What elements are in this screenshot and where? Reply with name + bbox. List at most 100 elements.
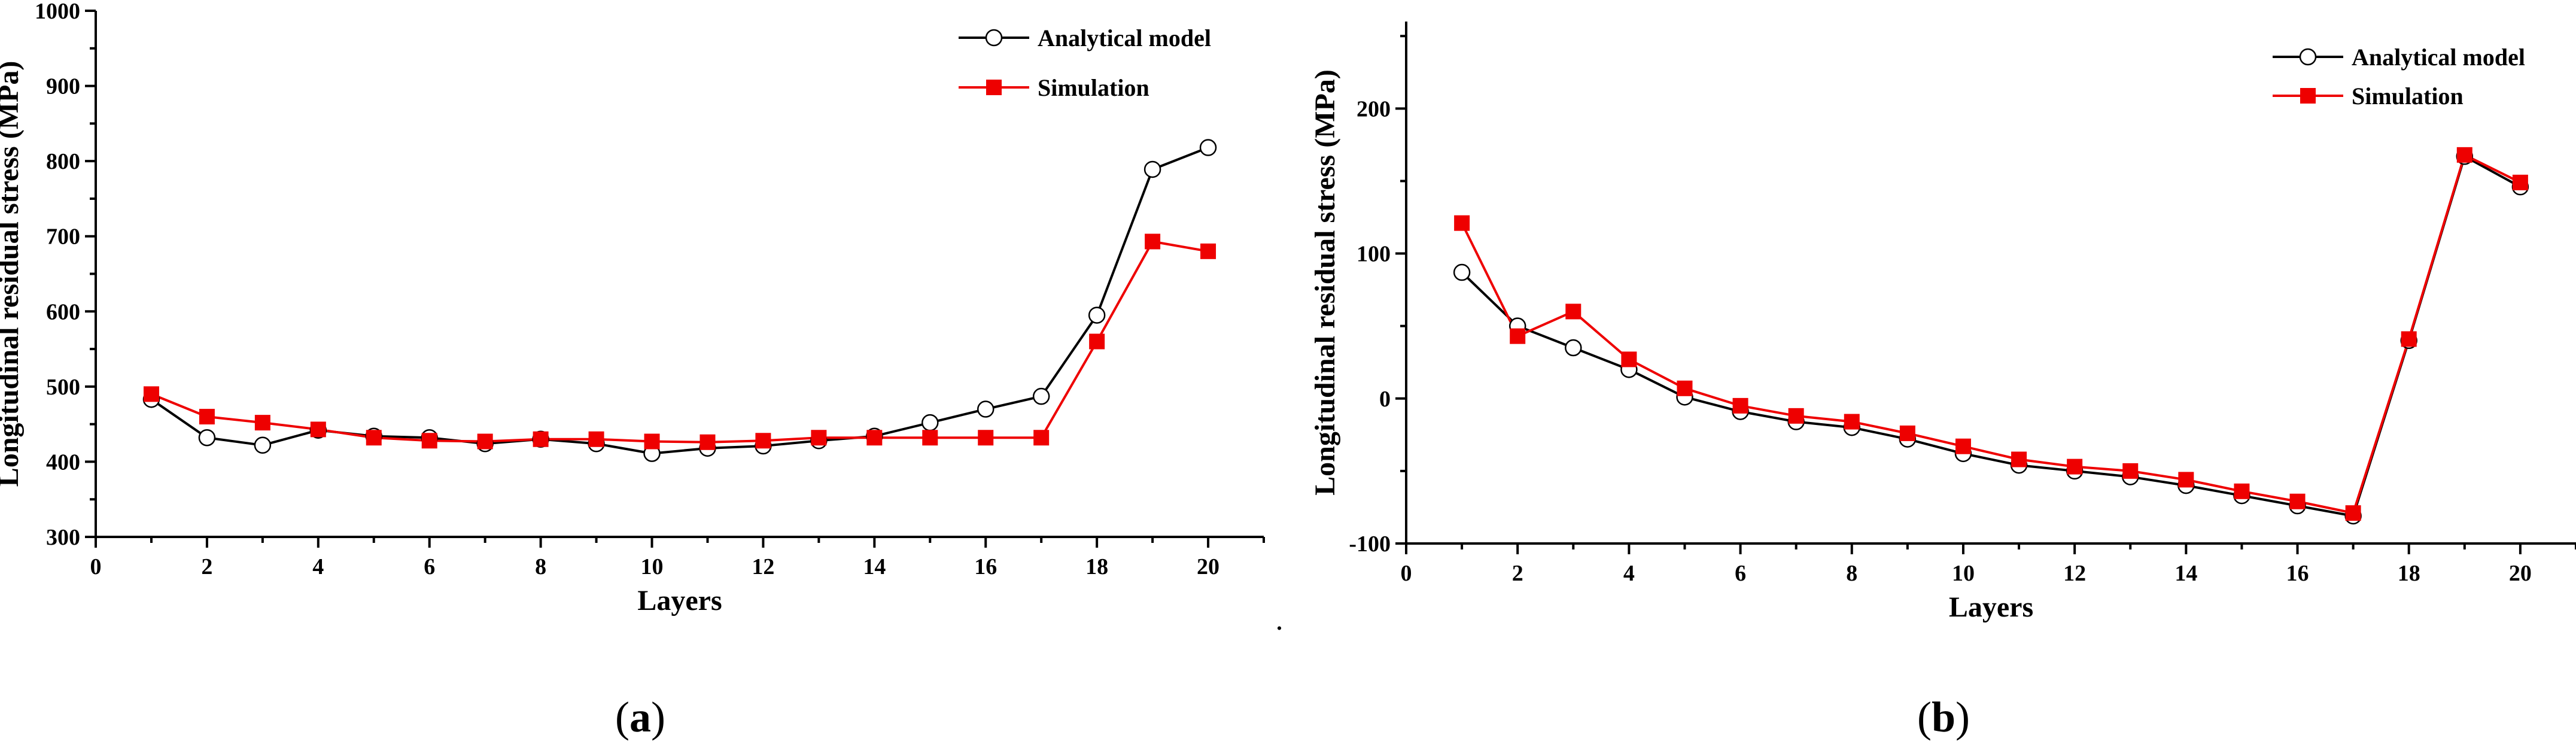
simulation-point — [2289, 493, 2306, 509]
analytical-point — [254, 436, 272, 454]
series-line-a-analytical — [150, 146, 1209, 455]
caption-a-close: ) — [651, 693, 665, 741]
caption-b-open: ( — [1917, 693, 1932, 741]
x-tick-label: 20 — [1197, 554, 1219, 579]
x-tick-label: 12 — [2063, 561, 2086, 586]
legend-marker-analytical — [2299, 48, 2317, 66]
simulation-point — [755, 433, 771, 449]
x-tick-label: 8 — [535, 554, 546, 579]
simulation-point — [588, 431, 604, 447]
legend-label-simulation: Simulation — [2352, 83, 2464, 110]
simulation-point — [1788, 408, 1804, 424]
y-tick-label: 200 — [1357, 96, 1391, 122]
simulation-point — [1089, 333, 1105, 350]
y-tick-label: 400 — [46, 450, 80, 475]
simulation-point — [1899, 425, 1915, 441]
simulation-point — [2011, 451, 2027, 467]
simulation-point — [2067, 458, 2083, 475]
simulation-point — [1510, 328, 1526, 344]
simulation-point — [1621, 351, 1637, 368]
simulation-point — [1454, 215, 1470, 231]
x-tick-label: 12 — [752, 554, 774, 579]
x-tick-label: 6 — [424, 554, 435, 579]
simulation-point — [1677, 380, 1693, 396]
simulation-point — [1732, 397, 1748, 414]
x-tick-label: 14 — [2174, 561, 2197, 586]
caption-a: (a) — [615, 693, 665, 741]
simulation-point — [866, 430, 883, 446]
analytical-point — [1143, 160, 1161, 178]
x-tick-label: 20 — [2509, 561, 2532, 586]
simulation-point — [811, 430, 827, 446]
x-tick-label: 8 — [1846, 561, 1857, 586]
series-line-b-simulation — [1461, 153, 2521, 515]
series-line-b-analytical — [1461, 155, 2521, 517]
legend-label-analytical: Analytical model — [1038, 25, 1211, 51]
legend-label-analytical: Analytical model — [2352, 44, 2525, 71]
x-tick-label: 2 — [1512, 561, 1523, 586]
simulation-point — [922, 430, 938, 446]
simulation-point — [533, 431, 549, 447]
series-line-a-simulation — [151, 240, 1209, 444]
y-tick-label: 600 — [46, 299, 80, 324]
x-axis-title: Layers — [637, 585, 722, 617]
caption-b: (b) — [1917, 693, 1970, 741]
simulation-point — [143, 386, 159, 402]
caption-b-label: b — [1932, 693, 1955, 741]
simulation-point — [1565, 303, 1582, 320]
analytical-point — [1088, 306, 1106, 324]
caption-a-open: ( — [615, 693, 629, 741]
simulation-point — [310, 421, 326, 438]
simulation-point — [366, 430, 382, 446]
analytical-point — [1565, 339, 1582, 357]
x-tick-label: 16 — [974, 554, 997, 579]
caption-b-close: ) — [1955, 693, 1970, 741]
analytical-point — [198, 429, 216, 447]
y-tick-label: 0 — [1379, 387, 1391, 412]
analytical-point — [977, 400, 994, 418]
simulation-point — [2345, 505, 2361, 521]
simulation-point — [2178, 472, 2194, 488]
simulation-point — [2456, 147, 2472, 163]
simulation-point — [1200, 243, 1216, 259]
simulation-point — [1955, 438, 1971, 454]
simulation-point — [1033, 430, 1050, 446]
legend-label-simulation: Simulation — [1038, 74, 1149, 101]
simulation-point — [2401, 331, 2417, 347]
x-tick-label: 4 — [312, 554, 324, 579]
caption-a-label: a — [629, 693, 651, 741]
legend-marker-analytical — [985, 29, 1003, 47]
y-tick-label: 900 — [46, 74, 80, 99]
legend-marker-simulation — [986, 80, 1002, 95]
analytical-point — [921, 414, 939, 432]
simulation-point — [699, 434, 716, 450]
simulation-point — [254, 415, 270, 431]
x-tick-label: 18 — [2398, 561, 2420, 586]
y-tick-label: 700 — [46, 224, 80, 250]
simulation-point — [978, 430, 994, 446]
y-axis-title: Longitudinal residual stress (MPa) — [1309, 69, 1341, 496]
analytical-point — [1453, 263, 1471, 281]
x-tick-label: 6 — [1735, 561, 1746, 586]
simulation-point — [2234, 483, 2250, 499]
y-tick-label: 300 — [46, 525, 80, 550]
simulation-point — [199, 409, 215, 425]
x-tick-label: 2 — [201, 554, 212, 579]
simulation-point — [1145, 233, 1161, 250]
simulation-point — [1844, 414, 1860, 430]
separator-dot: . — [1276, 610, 1282, 635]
y-tick-label: 800 — [46, 149, 80, 174]
simulation-point — [477, 433, 493, 450]
simulation-point — [2512, 174, 2528, 190]
x-tick-label: 16 — [2286, 561, 2309, 586]
y-tick-label: -100 — [1349, 532, 1391, 557]
x-tick-label: 4 — [1623, 561, 1635, 586]
x-axis-title: Layers — [1949, 591, 2033, 623]
simulation-point — [421, 433, 437, 449]
x-tick-label: 10 — [641, 554, 664, 579]
x-tick-label: 14 — [863, 554, 886, 579]
x-tick-label: 10 — [1952, 561, 1975, 586]
analytical-point — [1032, 387, 1050, 405]
x-tick-label: 0 — [1401, 561, 1412, 586]
